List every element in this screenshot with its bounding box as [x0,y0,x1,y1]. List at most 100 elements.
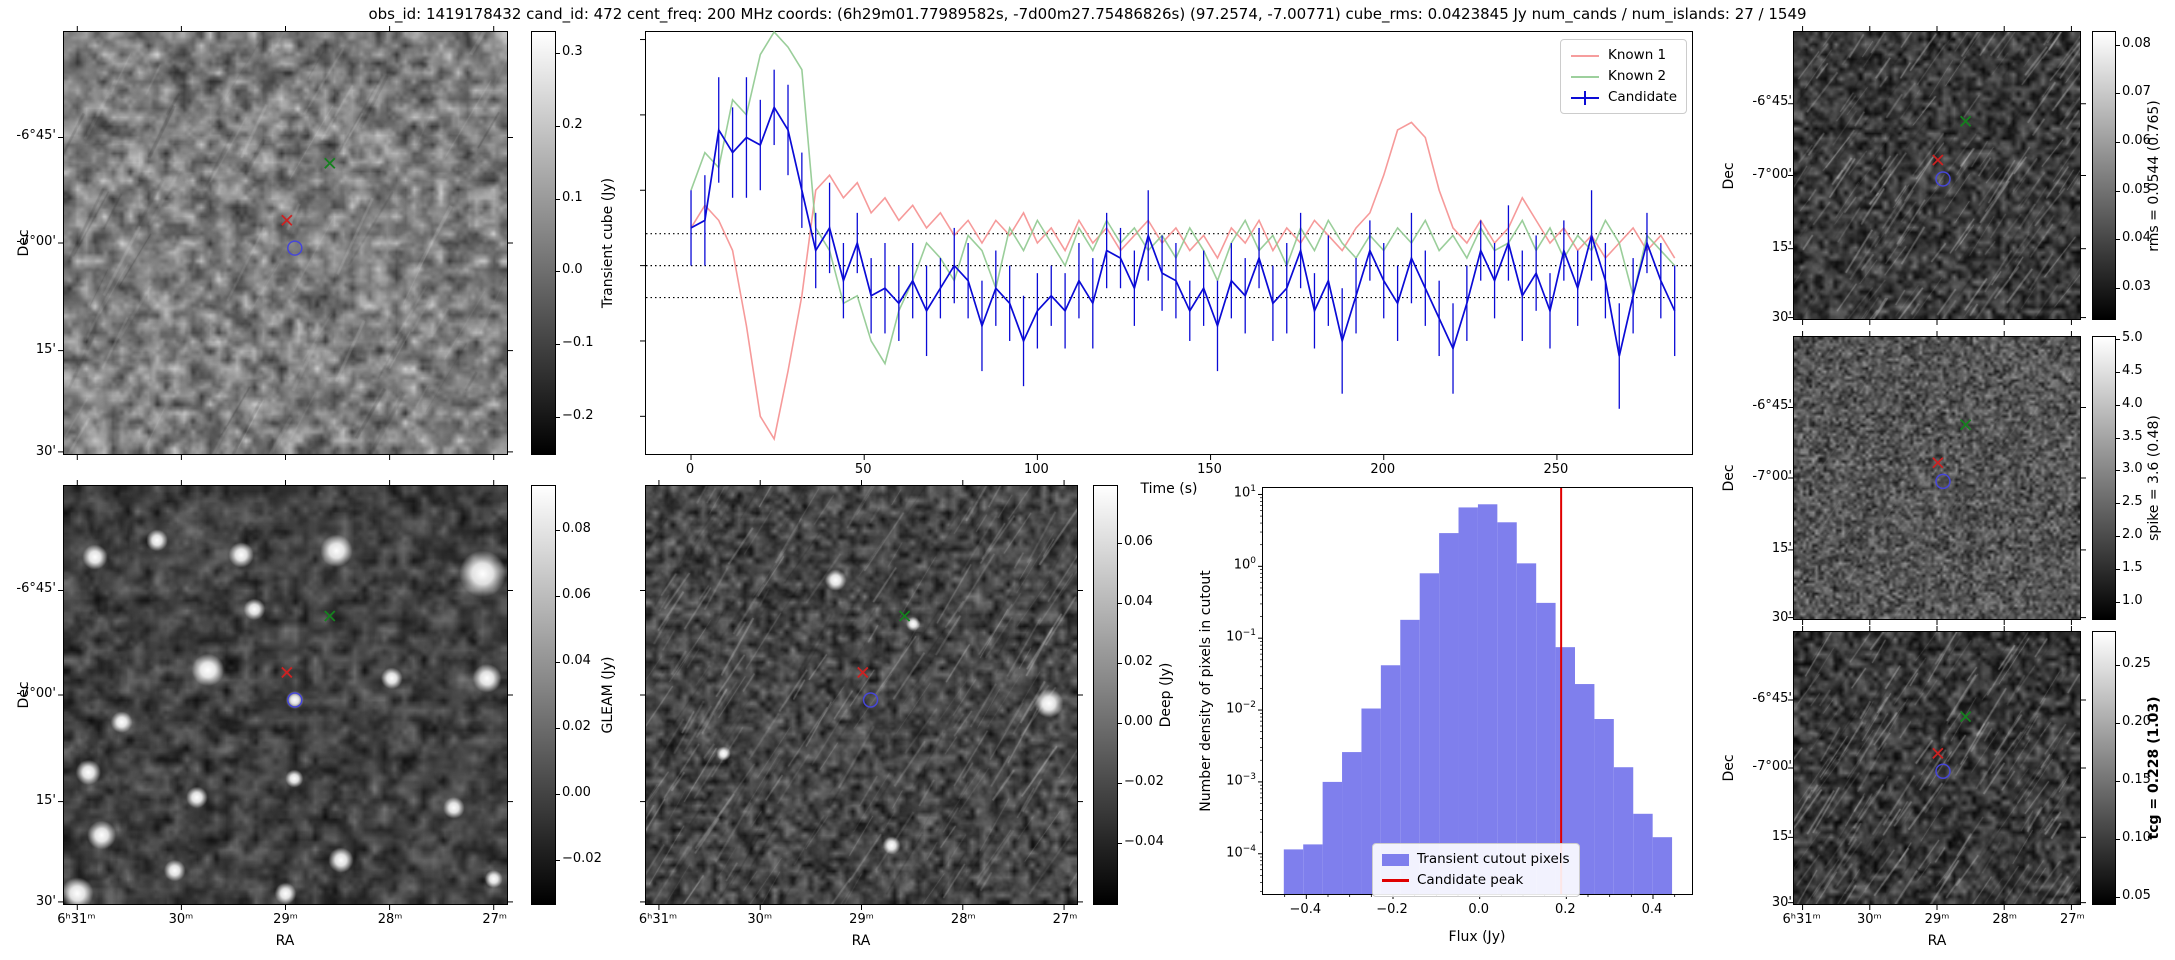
lightcurve-plot [640,30,1692,460]
dec-tick-label: -6°45' [1752,398,1792,413]
ra-tick-label: 29ᵐ [273,912,298,927]
colorbar-tick [2116,287,2120,289]
colorbar-tick-label: 0.00 [562,785,591,801]
dec-tick-label: 30' [1771,894,1792,910]
legend-row-known2: Known 2 [1570,66,1677,87]
histogram-ytick-label: 10−1 [1226,628,1256,645]
colorbar-tick [556,794,560,796]
colorbar-tick-label: 1.0 [2122,593,2143,609]
colorbar-tick-label: 4.0 [2122,395,2143,411]
colorbar-tick-label: 0.20 [2122,713,2151,729]
colorbar-tick [2116,404,2120,406]
colorbar-tick-label: −0.04 [1124,834,1164,850]
ra-tick-label: 28ᵐ [1992,912,2017,927]
histogram-bar [1477,504,1498,894]
lightcurve-xtick-label: 250 [1543,462,1569,477]
histogram-legend: Transient cutout pixels Candidate peak [1372,843,1580,897]
figure-title: obs_id: 1419178432 cand_id: 472 cent_fre… [368,5,1807,23]
colorbar-tick [2116,569,2120,571]
histogram-ylabel: Number density of pixels in cutout [1198,570,1214,812]
dec-tick-label: 15' [1771,828,1792,844]
colorbar-tick [1118,603,1122,605]
colorbar-tick [2116,722,2120,724]
colorbar-tick-label: 0.1 [562,189,583,205]
histogram-bar [1419,573,1440,894]
histogram-ytick-label: 10−4 [1226,843,1256,861]
known1-line-swatch [1571,54,1599,57]
colorbar-tick-label: 0.0 [562,262,583,278]
colorbar-tick-label: −0.1 [562,335,594,351]
ra-tick-label: 28ᵐ [950,912,976,927]
colorbar-tick [556,53,560,55]
gleam-image-panel [58,480,513,910]
lightcurve-xlabel: Time (s) [1140,481,1198,497]
histogram-bar [1516,563,1537,894]
ra-tick-label: 29ᵐ [1924,912,1950,927]
tcg-colorbar [2092,631,2116,905]
histogram-bar [1536,602,1556,894]
colorbar-tick-label: 0.00 [1124,714,1153,730]
colorbar-tick-label: 0.06 [2122,133,2151,149]
series-candidate [690,105,1676,357]
dec-tick-label: 30' [1771,609,1792,625]
candidate-errorbar-swatch [1571,90,1599,105]
colorbar-tick [556,125,560,127]
histogram-bar [1594,719,1614,894]
colorbar-tick-label: 0.08 [2122,35,2151,51]
colorbar-tick [2116,371,2120,373]
colorbar-tick [556,728,560,729]
dec-tick-label: -6°45' [16,128,56,143]
colorbar-tick [2116,239,2120,241]
colorbar-tick [556,344,560,346]
ra-axis-label-deep: RA [851,933,871,949]
ra-tick-label: 28ᵐ [377,912,403,927]
colorbar-tick-label: 0.02 [1124,654,1153,670]
dec-tick-label: -7°00' [1752,166,1792,182]
colorbar-tick [2116,602,2120,604]
lightcurve-xtick-label: 0 [685,462,695,477]
colorbar-tick [2116,664,2120,666]
rms-colorbar-label: rms = 0.0544 (0.765) [2146,100,2162,252]
colorbar-tick [2116,190,2120,192]
ra-tick-label: 30ᵐ [168,912,194,927]
legend-known2-label: Known 2 [1608,68,1667,84]
colorbar-tick-label: 3.0 [2122,461,2143,477]
rms-image-panel [1788,26,2086,325]
dec-tick-label: 30' [1771,309,1792,325]
histogram-panel [1258,487,1693,899]
colorbar-tick-label: 0.25 [2122,655,2151,671]
ra-tick-label: 6ʰ31ᵐ [1782,912,1821,927]
colorbar-tick-label: 5.0 [2122,329,2143,345]
lightcurve-xtick-label: 200 [1370,462,1396,477]
histogram-bar [1322,781,1343,894]
colorbar-tick [2116,896,2120,898]
candidate-peak-swatch [1382,879,1409,882]
legend-row-candidate: Candidate [1570,87,1677,108]
histogram-bar [1458,507,1478,894]
dec-tick-label: -7°00' [1752,759,1792,774]
colorbar-tick-label: 0.03 [2122,278,2151,294]
colorbar-tick-label: 0.06 [562,586,591,602]
ra-tick-label: 27ᵐ [482,912,507,927]
colorbar-tick [2116,503,2120,505]
image-pixels [646,486,1077,904]
colorbar-tick-label: 0.06 [1124,533,1153,549]
known2-line-swatch [1571,75,1599,78]
spike-colorbar [2092,336,2116,620]
colorbar-tick [1118,663,1122,665]
gleam-colorbar-label: GLEAM (Jy) [600,656,616,734]
tcg-image-panel [1788,626,2086,910]
histogram-bar [1303,844,1323,894]
histogram-xtick-label: 0.0 [1468,902,1489,917]
colorbar-tick [2116,838,2120,840]
ra-tick-label: 30ᵐ [747,912,773,927]
colorbar-tick [1118,783,1122,785]
lightcurve-legend: Known 1 Known 2 Candidate [1560,39,1688,114]
colorbar-tick [556,860,560,862]
histogram-xtick-label: −0.4 [1289,902,1322,917]
colorbar-tick-label: 0.15 [2122,771,2151,787]
colorbar-tick-label: 0.02 [562,719,591,734]
colorbar-tick-label: −0.2 [562,407,594,423]
colorbar-tick [556,416,560,418]
